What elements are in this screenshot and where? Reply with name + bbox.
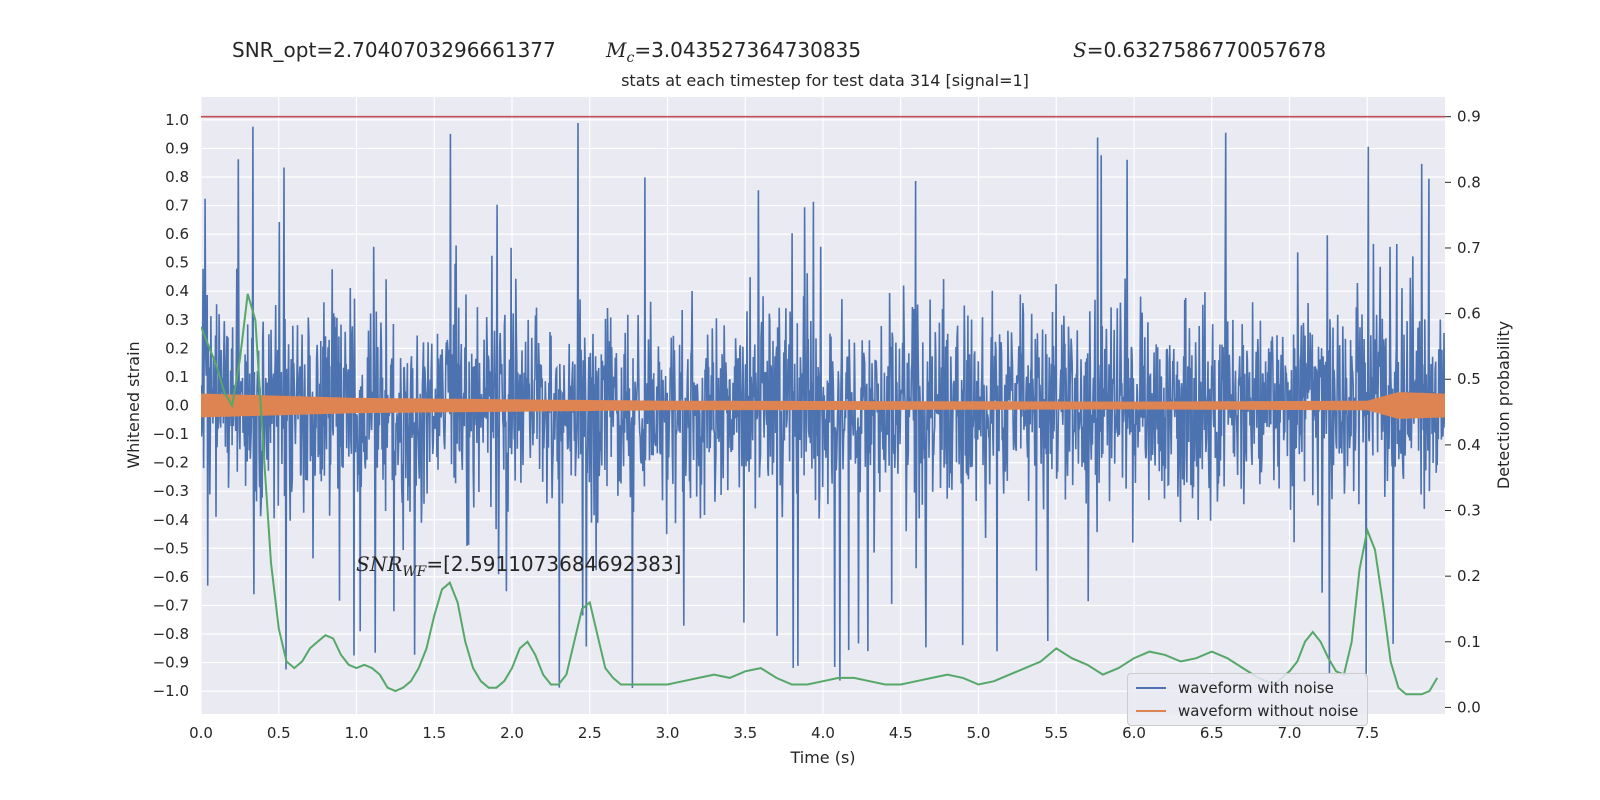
snr-wf-symbol: SNR — [356, 552, 403, 576]
x-tick-label: 4.0 — [811, 724, 835, 742]
x-tick-label: 7.0 — [1278, 724, 1302, 742]
x-tick-label: 1.0 — [345, 724, 369, 742]
y-right-tick-label: 0.9 — [1457, 108, 1481, 126]
y-right-tick-label: 0.4 — [1457, 436, 1481, 454]
y-left-tick-label: −0.3 — [153, 482, 189, 500]
legend-swatch-without-noise — [1136, 710, 1166, 712]
y-right-tick-label: 0.8 — [1457, 173, 1481, 191]
snr-wf-subscript: WF — [402, 564, 427, 580]
y-left-tick-label: 1.0 — [165, 111, 189, 129]
y-left-tick-label: 0.4 — [165, 282, 189, 300]
y-left-tick-label: 0.1 — [165, 368, 189, 386]
line-waveform-with-noise — [201, 122, 1445, 689]
chirp-mass-value: =3.043527364730835 — [634, 38, 862, 62]
x-tick-label: 0.5 — [267, 724, 291, 742]
x-tick-label: 0.0 — [189, 724, 213, 742]
y-left-tick-label: −0.4 — [153, 511, 189, 529]
y-left-tick-label: 0.9 — [165, 139, 189, 157]
y-left-tick-label: −0.2 — [153, 454, 189, 472]
s-stat-symbol: S — [1073, 38, 1087, 62]
y-left-tick-label: −1.0 — [153, 682, 189, 700]
y-right-tick-label: 0.5 — [1457, 370, 1481, 388]
y-right-tick-label: 0.7 — [1457, 239, 1481, 257]
y-left-tick-label: 0.7 — [165, 197, 189, 215]
x-tick-label: 6.0 — [1122, 724, 1146, 742]
legend: waveform with noise waveform without noi… — [1127, 673, 1368, 726]
y-axis-right-label: Detection probability — [1494, 321, 1513, 489]
legend-label-with-noise: waveform with noise — [1178, 679, 1334, 697]
y-axis-left-ticks: 1.0 0.9 0.8 0.7 0.6 0.5 0.4 0.3 0.2 0.1 0.0 −0.1 −0.… — [153, 111, 189, 700]
y-left-tick-label: 0.8 — [165, 168, 189, 186]
y-left-tick-label: 0.0 — [165, 397, 189, 415]
y-left-tick-label: 0.6 — [165, 225, 189, 243]
y-right-tick-label: 0.6 — [1457, 305, 1481, 323]
chart-title: stats at each timestep for test data 314… — [621, 71, 1029, 90]
y-axis-right-ticks: 0.9 0.8 0.7 0.6 0.5 0.4 0.3 0.2 0.1 0.0 — [1445, 108, 1481, 716]
x-tick-label: 1.5 — [422, 724, 446, 742]
chirp-mass-symbol: M — [606, 38, 627, 62]
y-left-tick-label: −0.9 — [153, 654, 189, 672]
x-tick-label: 5.5 — [1044, 724, 1068, 742]
x-tick-label: 3.5 — [733, 724, 757, 742]
chirp-mass-subscript: c — [626, 50, 635, 66]
x-tick-label: 5.0 — [967, 724, 991, 742]
snr-wf-annotation: SNRWF=[2.5911073684692383] — [356, 552, 681, 580]
y-left-tick-label: 0.5 — [165, 254, 189, 272]
y-left-tick-label: −0.5 — [153, 539, 189, 557]
y-right-tick-label: 0.3 — [1457, 502, 1481, 520]
y-left-tick-label: 0.3 — [165, 311, 189, 329]
legend-label-without-noise: waveform without noise — [1178, 702, 1359, 720]
line-waveform-without-noise — [201, 392, 1445, 419]
series-waveform-without-noise — [201, 392, 1445, 419]
x-axis-ticks: 0.0 0.5 1.0 1.5 2.0 2.5 3.0 3.5 4.0 4.5 5.0 5.5 6.0 6… — [189, 724, 1379, 742]
y-right-tick-label: 0.2 — [1457, 567, 1481, 585]
x-tick-label: 2.5 — [578, 724, 602, 742]
legend-item-with-noise: waveform with noise — [1136, 677, 1334, 699]
legend-swatch-with-noise — [1136, 687, 1166, 689]
y-right-tick-label: 0.0 — [1457, 698, 1481, 716]
series-waveform-with-noise — [201, 122, 1445, 689]
y-left-tick-label: −0.1 — [153, 425, 189, 443]
y-left-tick-label: 0.2 — [165, 339, 189, 357]
s-stat-value: =0.6327586770057678 — [1086, 38, 1327, 62]
y-left-tick-label: −0.8 — [153, 625, 189, 643]
x-tick-label: 4.5 — [889, 724, 913, 742]
x-tick-label: 2.0 — [500, 724, 524, 742]
s-stat-label: S=0.6327586770057678 — [1073, 38, 1326, 62]
y-left-tick-label: −0.7 — [153, 596, 189, 614]
chirp-mass-label: Mc=3.043527364730835 — [606, 38, 861, 66]
y-left-tick-label: −0.6 — [153, 568, 189, 586]
snr-wf-value: =[2.5911073684692383] — [426, 552, 682, 576]
x-axis-label: Time (s) — [789, 748, 855, 767]
x-tick-label: 6.5 — [1200, 724, 1224, 742]
x-tick-label: 3.0 — [656, 724, 680, 742]
y-axis-left-label: Whitened strain — [124, 341, 143, 468]
snr-opt-label: SNR_opt=2.7040703296661377 — [232, 38, 556, 62]
legend-item-without-noise: waveform without noise — [1136, 700, 1358, 722]
y-right-tick-label: 0.1 — [1457, 633, 1481, 651]
x-tick-label: 7.5 — [1355, 724, 1379, 742]
